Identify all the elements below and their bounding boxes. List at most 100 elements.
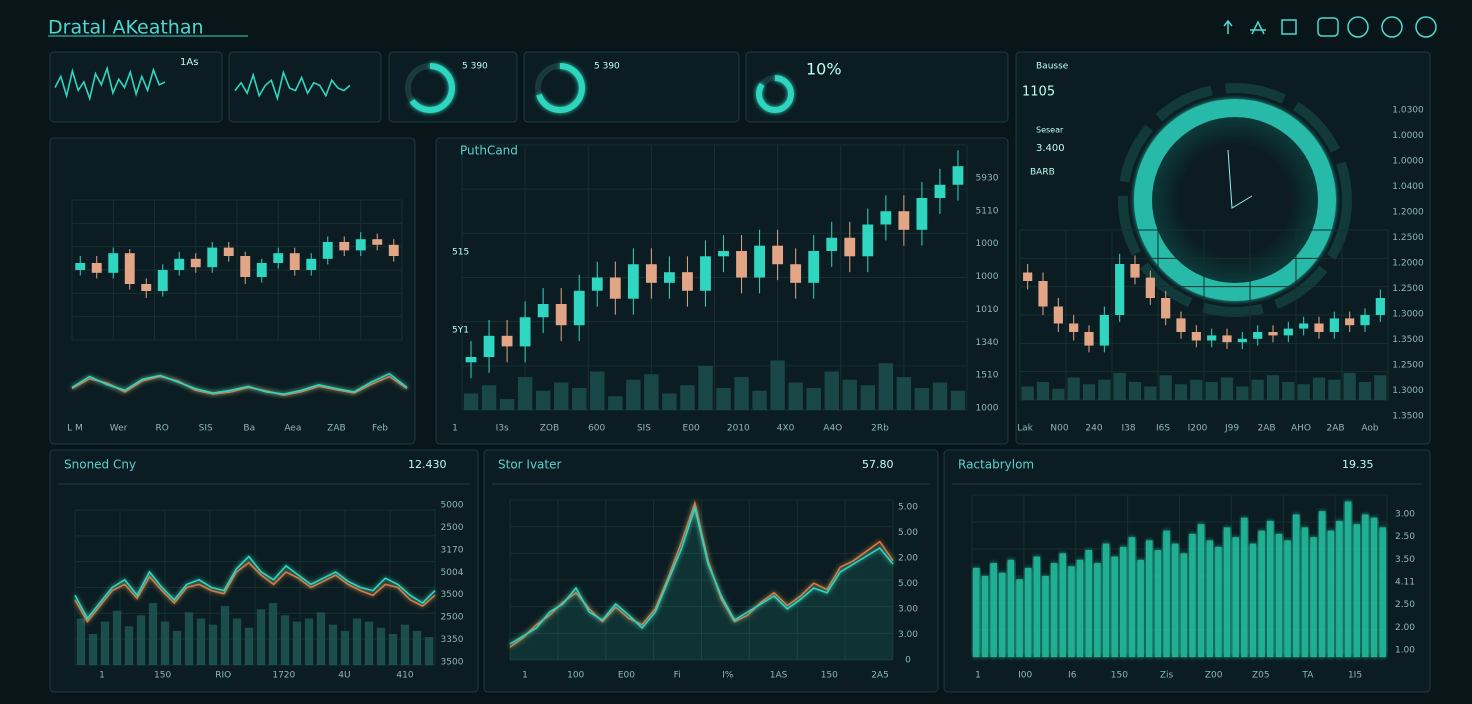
icon-power[interactable] [1415, 16, 1437, 38]
x-tick-label: A4O [823, 424, 842, 434]
volume-bar [1174, 384, 1188, 400]
y-tick-label: 1.3500 [1392, 335, 1424, 345]
bar [1292, 514, 1300, 657]
x-tick-label: 1 [975, 671, 981, 681]
volume-bar [1128, 382, 1142, 400]
x-tick-label: Z00 [1205, 671, 1223, 681]
icon-dollar[interactable] [1347, 16, 1369, 38]
volume-bar [1282, 382, 1295, 400]
x-tick-label: I200 [1188, 424, 1208, 434]
candle-body [1253, 332, 1263, 339]
bar [1310, 537, 1317, 657]
volume-bar [824, 371, 839, 410]
candle-body [1360, 315, 1370, 326]
y-tick-label: 1000 [976, 239, 999, 249]
volume-bar [950, 390, 966, 410]
y-tick-label: 1.3000 [1392, 386, 1424, 396]
candle-body [1023, 272, 1033, 281]
bar [998, 572, 1006, 657]
y-tick-label: 3.50 [1395, 555, 1415, 565]
y-tick-label: 3.00 [1395, 510, 1415, 520]
icon-panel[interactable] [1317, 17, 1339, 37]
y-tick-label: 4.11 [1395, 578, 1415, 588]
bar [973, 567, 980, 657]
line [71, 372, 408, 395]
panel-label: Sesear [1036, 126, 1064, 135]
candle-body [645, 264, 657, 283]
x-tick-label: SIS [199, 424, 213, 434]
bar [1068, 566, 1075, 657]
bar [1050, 563, 1058, 657]
icon-share[interactable] [1250, 20, 1266, 35]
candle-body [934, 184, 946, 198]
toolbar [1223, 16, 1437, 38]
candle-body [124, 253, 135, 284]
bar [1266, 520, 1274, 657]
x-tick-label: Feb [372, 424, 388, 434]
candle-body [1268, 332, 1278, 336]
bar [1128, 537, 1136, 657]
x-tick-label: 410 [396, 671, 413, 681]
x-tick-label: I00 [1018, 671, 1032, 681]
x-tick-label: 1720 [272, 671, 295, 681]
volume-bar [842, 379, 857, 410]
volume-bar [770, 360, 785, 410]
gauge-arc [405, 63, 455, 113]
x-tick-label: E00 [618, 671, 635, 681]
candle-body [1375, 298, 1385, 315]
x-tick-label: 1AS [770, 671, 788, 681]
bar [424, 637, 434, 665]
y-tick-label: 3350 [441, 635, 464, 645]
x-tick-label: N00 [1050, 424, 1068, 434]
candle-body [108, 253, 119, 273]
x-tick-label: Z05 [1252, 671, 1270, 681]
icon-up[interactable] [1223, 19, 1233, 34]
y-tick-label: 1.00 [1395, 646, 1415, 656]
bar [1318, 511, 1326, 657]
x-tick-label: RIO [215, 671, 231, 681]
panel-label: 5Y1 [452, 326, 469, 336]
panel-title: Snoned Cny [64, 458, 136, 472]
volume-bar [1328, 379, 1341, 400]
candle-body [289, 253, 300, 270]
volume-bar [752, 390, 767, 410]
volume-bar [896, 377, 912, 410]
candle-body [880, 211, 892, 225]
line [74, 555, 436, 620]
candle-body [682, 272, 693, 291]
x-tick-label: 1 [99, 671, 105, 681]
candle-body [388, 244, 399, 256]
candle-body [1191, 332, 1201, 341]
volume-bar [788, 382, 803, 410]
ring-outer [1118, 83, 1352, 317]
icon-chart[interactable] [1281, 19, 1297, 35]
volume-bar [499, 399, 515, 410]
x-tick-label: TA [1301, 671, 1314, 681]
bar [400, 624, 410, 665]
volume-bar [626, 379, 641, 410]
bar [1024, 567, 1032, 657]
candle-body [790, 264, 802, 283]
candle-body [1314, 323, 1324, 332]
bar [1171, 543, 1179, 657]
candle-body [1283, 328, 1293, 336]
volume-bar [644, 374, 659, 410]
icon-gear[interactable] [1381, 16, 1403, 38]
y-tick-label: 3.00 [898, 605, 918, 615]
bar [220, 606, 230, 665]
x-tick-label: 100 [567, 671, 584, 681]
candle-body [91, 263, 102, 273]
volume-bar [553, 382, 569, 410]
candle-body [240, 256, 251, 277]
y-tick-label: 2.00 [898, 554, 918, 564]
x-tick-label: 150 [1111, 671, 1128, 681]
candle-body [700, 256, 711, 291]
candle-body [339, 242, 350, 251]
candle-body [1115, 264, 1125, 315]
candle-body [1038, 281, 1048, 307]
volume-bar [1144, 386, 1157, 400]
panel-label: 57.80 [862, 458, 894, 471]
y-tick-label: 5000 [441, 501, 464, 511]
volume-bar [914, 388, 930, 410]
y-tick-label: 1510 [976, 371, 999, 381]
